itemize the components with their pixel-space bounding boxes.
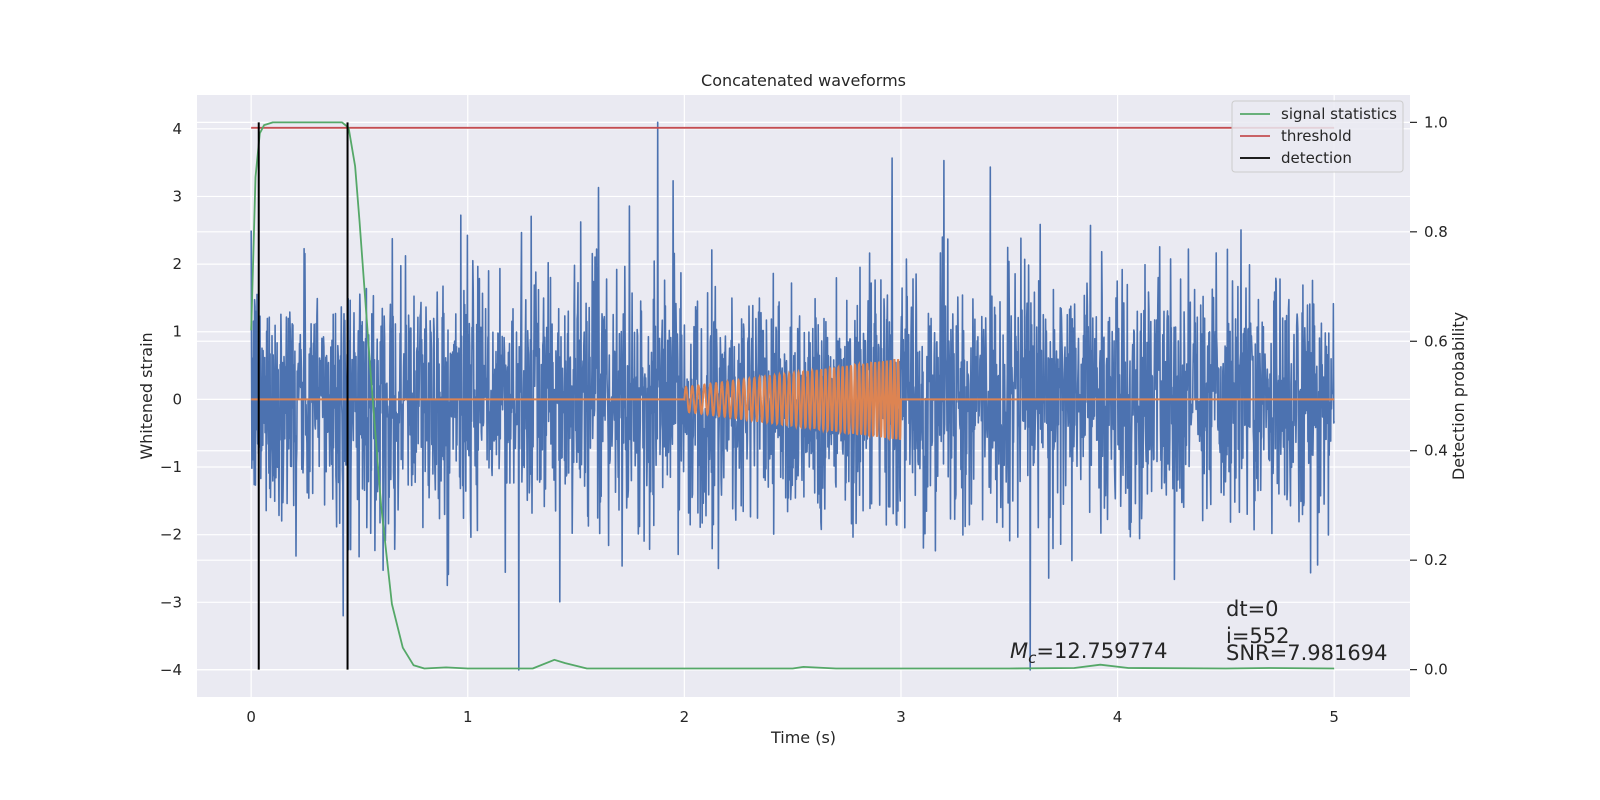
x-tick-label: 3 bbox=[896, 708, 906, 726]
y-tick-label: −3 bbox=[160, 593, 182, 611]
mc-subscript: c bbox=[1028, 649, 1037, 667]
y-tick-label: −4 bbox=[160, 661, 182, 679]
y2-tick-label: 0.8 bbox=[1424, 223, 1448, 241]
legend-entry-threshold: threshold bbox=[1281, 127, 1352, 145]
y2-tick-label: 1.0 bbox=[1424, 113, 1448, 131]
mc-value: =12.759774 bbox=[1036, 639, 1167, 663]
chirp-series-line bbox=[251, 358, 1335, 442]
dt-annotation: dt=0 bbox=[1226, 597, 1279, 621]
signal-statistics-line bbox=[250, 121, 1335, 670]
y-tick-label: 4 bbox=[172, 120, 182, 138]
x-tick-label: 5 bbox=[1329, 708, 1339, 726]
y2-axis-label: Detection probability bbox=[1449, 312, 1468, 480]
snr-annotation: SNR=7.981694 bbox=[1226, 641, 1387, 665]
legend: signal statistics threshold detection bbox=[1231, 100, 1404, 173]
mc-symbol: M bbox=[1010, 639, 1028, 663]
y-tick-label: 3 bbox=[172, 187, 182, 205]
y-tick-label: −2 bbox=[160, 526, 182, 544]
annotations: Mc=12.759774 dt=0 i=552 SNR=7.981694 bbox=[1010, 597, 1387, 667]
series-layer bbox=[250, 121, 1335, 671]
legend-box bbox=[1231, 100, 1404, 173]
x-tick-label: 1 bbox=[463, 708, 473, 726]
index-annotation: i=552 bbox=[1226, 624, 1290, 648]
y-tick-label: 1 bbox=[172, 323, 182, 341]
x-tick-label: 0 bbox=[246, 708, 256, 726]
chart-title: Concatenated waveforms bbox=[701, 71, 906, 90]
legend-entry-detection: detection bbox=[1281, 149, 1352, 167]
y2-tick-label: 0.4 bbox=[1424, 442, 1448, 460]
y2-tick-label: 0.2 bbox=[1424, 551, 1448, 569]
tick-labels: 0 1 2 3 4 5 4 3 2 1 0 −1 −2 −3 −4 1.0 0.8 0.6 0.4 0.2 0.0 bbox=[160, 113, 1448, 726]
y-tick-label: −1 bbox=[160, 458, 182, 476]
y2-tick-label: 0.6 bbox=[1424, 332, 1448, 350]
y2-tick-label: 0.0 bbox=[1424, 661, 1448, 679]
x-axis-label: Time (s) bbox=[770, 728, 836, 747]
x-tick-label: 2 bbox=[680, 708, 690, 726]
y-tick-label: 0 bbox=[172, 390, 182, 408]
legend-entry-signal-statistics: signal statistics bbox=[1281, 105, 1397, 123]
x-tick-label: 4 bbox=[1113, 708, 1123, 726]
y-axis-label: Whitened strain bbox=[137, 332, 156, 459]
y-tick-label: 2 bbox=[172, 255, 182, 273]
chirp-mass-annotation: Mc=12.759774 bbox=[1010, 639, 1168, 667]
